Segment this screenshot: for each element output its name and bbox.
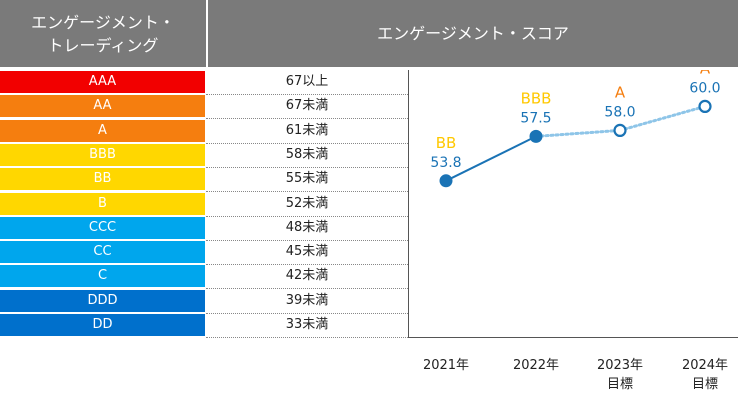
x-tick-label: 2023年 目標 [596,358,644,392]
value-label: 57.5 [520,110,551,126]
row-divider [206,313,408,314]
rating-threshold: 45未満 [285,244,329,259]
x-tick-label: 2022年 [512,358,560,373]
value-label: 58.0 [604,104,635,120]
rating-header-line-2: トレーディング [47,35,159,55]
row-divider [206,216,408,217]
rating-threshold: 58未満 [285,147,329,162]
rating-threshold: 67未満 [285,98,329,113]
rating-threshold: 61未満 [285,123,329,138]
rating-row-b: B 52未満 [0,193,408,215]
grade-label: A [615,83,626,101]
rating-threshold: 48未満 [285,220,329,235]
value-label: 60.0 [689,80,720,96]
rating-grade: DD [0,314,205,336]
rating-row-c: C 42未満 [0,265,408,287]
rating-grade: DDD [0,290,205,312]
data-point [613,123,627,138]
rating-grade: BBB [0,144,205,166]
rating-row-bb: BB 55未満 [0,168,408,190]
grade-label: A [700,70,711,77]
rating-grade: B [0,193,205,215]
row-divider [206,240,408,241]
rating-grade: CCC [0,217,205,239]
x-tick-label: 2024年 目標 [681,358,729,392]
score-header: エンゲージメント・スコア [208,0,738,67]
rating-row-aa: AA 67未満 [0,95,408,117]
rating-row-dd: DD 33未満 [0,314,408,336]
rating-threshold: 39未満 [285,293,329,308]
series-segment [445,135,537,182]
rating-threshold: 42未満 [285,268,329,283]
rating-grade: CC [0,241,205,263]
rating-grade: A [0,120,205,142]
grade-label: BBB [521,89,552,107]
row-divider [206,118,408,119]
series-segment [534,128,622,138]
row-divider [206,167,408,168]
rating-threshold: 52未満 [285,196,329,211]
score-header-title: エンゲージメント・スコア [377,24,569,43]
series-segment [618,104,707,132]
rating-threshold: 55未満 [285,171,329,186]
rating-row-aaa: AAA 67以上 [0,71,408,93]
row-divider [206,94,408,95]
grade-label: BB [436,134,457,152]
rating-threshold: 33未満 [285,317,329,332]
rating-row-cc: CC 45未満 [0,241,408,263]
rating-header: エンゲージメント・ トレーディング [0,0,206,67]
rating-grade: BB [0,168,205,190]
plot-axes [408,70,738,338]
rating-grade: AA [0,95,205,117]
data-point [698,99,712,114]
rating-row-bbb: BBB 58未満 [0,144,408,166]
x-tick-label: 2021年 [422,358,470,373]
value-label: 53.8 [430,155,461,171]
row-divider [206,191,408,192]
rating-threshold: 67以上 [285,74,329,89]
data-point [529,129,543,143]
row-divider [206,264,408,265]
rating-header-line-1: エンゲージメント・ [31,12,175,32]
rating-grade: AAA [0,71,205,93]
row-divider [206,143,408,144]
rating-grade: C [0,265,205,287]
rating-row-ddd: DDD 39未満 [0,290,408,312]
rating-row-a: A 61未満 [0,120,408,142]
score-chart: BB 53.8 BBB 57.5 A 58.0 A 60.0 [408,70,738,338]
row-divider [206,288,408,289]
row-divider [206,337,408,338]
data-point [439,174,453,188]
rating-row-ccc: CCC 48未満 [0,217,408,239]
